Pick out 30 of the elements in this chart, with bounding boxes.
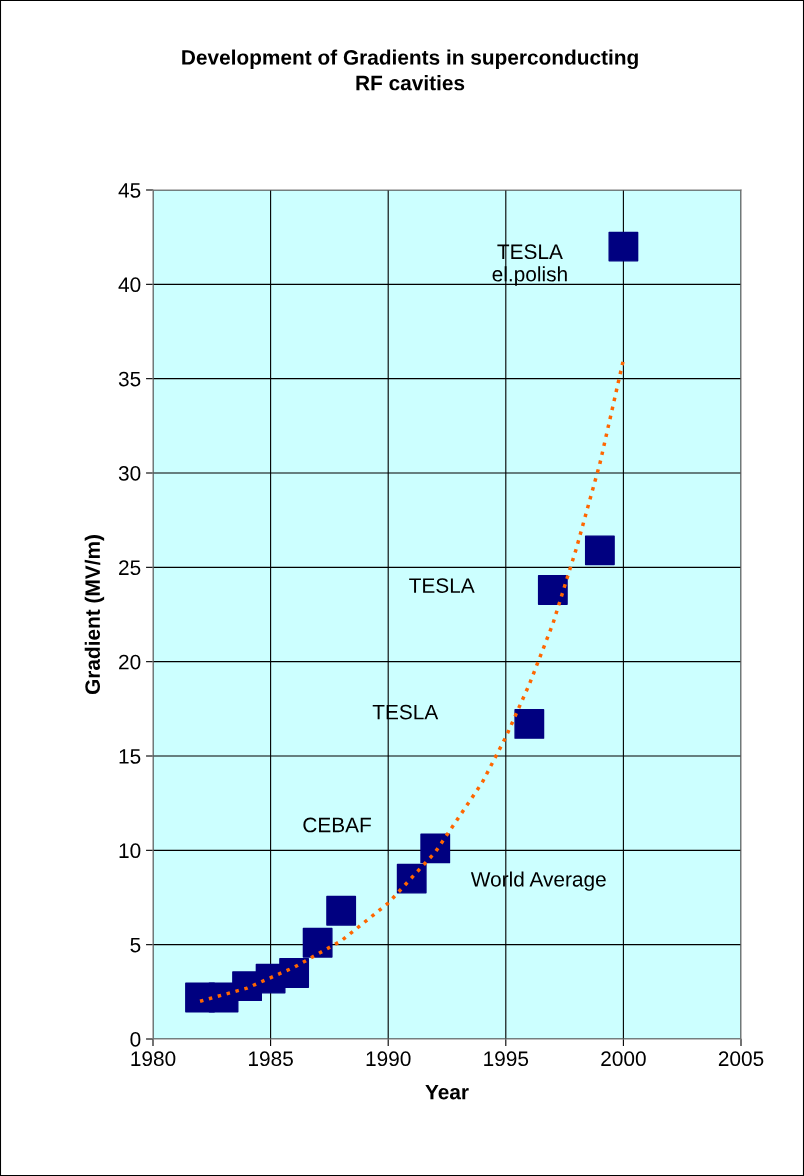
y-tick-label: 20 bbox=[119, 654, 141, 670]
point bbox=[584, 535, 615, 566]
y-axis-title: Gradient (MV/m) bbox=[84, 535, 105, 695]
x-tick-label: 2005 bbox=[718, 1051, 764, 1067]
y-tick-label: 10 bbox=[119, 843, 141, 859]
y-tick-label: 40 bbox=[118, 277, 141, 293]
point bbox=[420, 833, 451, 864]
x-tick-label: 2000 bbox=[601, 1051, 646, 1067]
annotation: TESLA bbox=[409, 578, 475, 593]
point bbox=[302, 927, 333, 958]
x-tick-label: 1990 bbox=[366, 1051, 411, 1067]
point bbox=[608, 231, 639, 262]
x-tick-label: 1985 bbox=[249, 1051, 293, 1067]
y-tick-label: 35 bbox=[118, 371, 141, 387]
chart-title: Development of Gradients in superconducting RF cavities bbox=[182, 49, 638, 91]
x-axis-title: Year bbox=[425, 1084, 469, 1100]
x-tick-label: 1980 bbox=[131, 1051, 176, 1067]
point bbox=[514, 708, 545, 739]
y-tick-label: 0 bbox=[130, 1032, 141, 1047]
y-tick-label: 45 bbox=[118, 183, 141, 198]
annotation: CEBAF bbox=[303, 817, 371, 833]
y-tick-label: 25 bbox=[119, 560, 141, 576]
y-tick-label: 15 bbox=[119, 749, 141, 764]
point bbox=[279, 958, 310, 988]
point bbox=[537, 575, 568, 605]
x-tick-label: 1995 bbox=[484, 1051, 529, 1067]
y-tick-label: 5 bbox=[130, 937, 141, 953]
y-tick-label: 30 bbox=[118, 466, 141, 481]
point bbox=[326, 895, 357, 926]
point bbox=[396, 863, 427, 894]
